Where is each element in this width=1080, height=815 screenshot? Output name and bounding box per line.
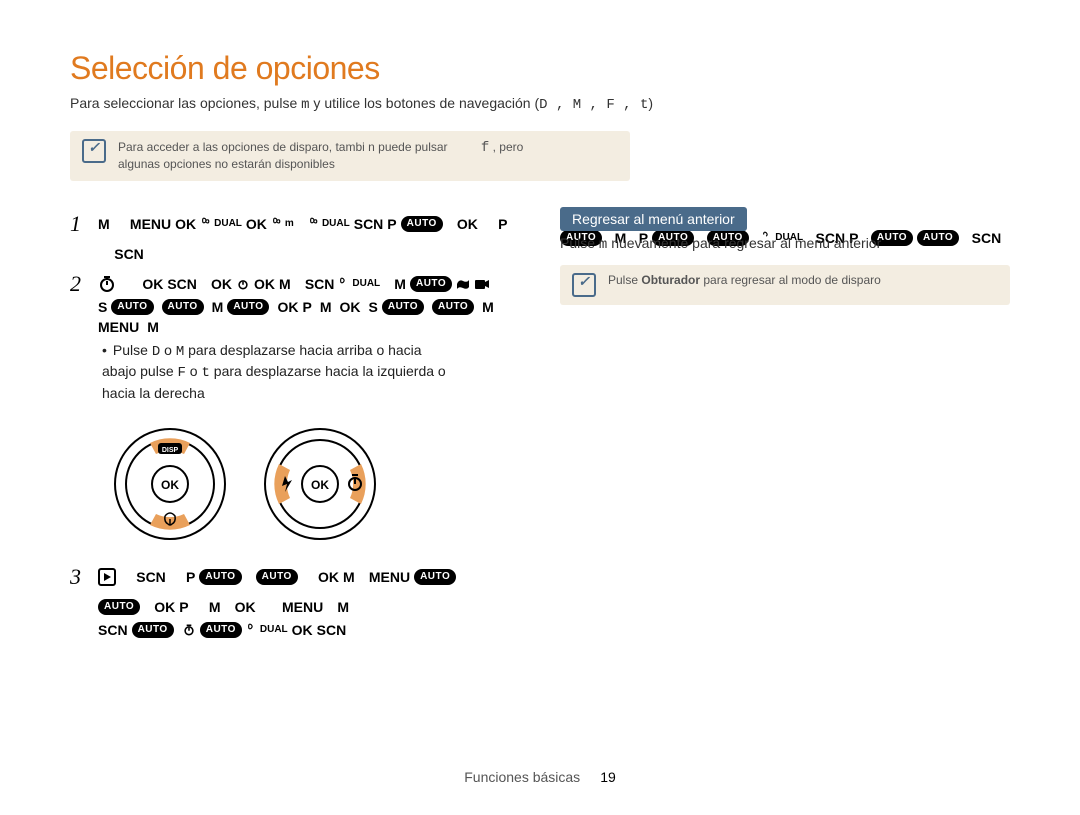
callout-title: Regresar al menú anterior [560,207,747,231]
step-3: 3 SCN P AUTO AUTO OK M MENU AUTO AUTO [70,564,520,620]
step3-icons: SCN P AUTO AUTO OK M MENU AUTO AUTO OK P… [98,564,520,620]
step-1: 1 M MENU OK DUAL OK m DUAL SCN P AUTO OK [70,211,520,267]
page-title: Selección de opciones [70,50,1010,87]
svg-text:DISP: DISP [162,447,179,454]
note-box-1: ✓ Para acceder a las opciones de disparo… [70,131,630,181]
svg-text:OK: OK [161,478,179,492]
dial-left: DISP OK [110,424,230,544]
navigation-instructions: Pulse D o M para desplazarse hacia arrib… [102,341,520,404]
step2-icons: OK SCN OK OK M SCN DUAL M AUTO [98,271,490,297]
dial-right: OK [260,424,380,544]
play-icon [98,568,116,586]
step2-continuation: S AUTO AUTO M AUTO OK P M OK S AUTO AUTO… [70,299,520,335]
step-2: 2 OK SCN OK OK M SCN DUAL M AUTO [70,271,520,297]
step3-continuation: SCN AUTO AUTO DUAL OK SCN [70,622,520,638]
info-icon: ✓ [82,139,106,163]
page-footer: Funciones básicas19 [0,769,1080,785]
info-icon: ✓ [572,273,596,297]
timer-icon [98,275,116,293]
step1-icons: M MENU OK DUAL OK m DUAL SCN P AUTO OK P [98,211,520,267]
intro-text: Para seleccionar las opciones, pulse m y… [70,95,1010,113]
note-box-2: ✓ Pulse Obturador para regresar al modo … [560,265,1010,305]
svg-text:OK: OK [311,478,329,492]
control-dials: DISP OK OK [110,424,520,544]
